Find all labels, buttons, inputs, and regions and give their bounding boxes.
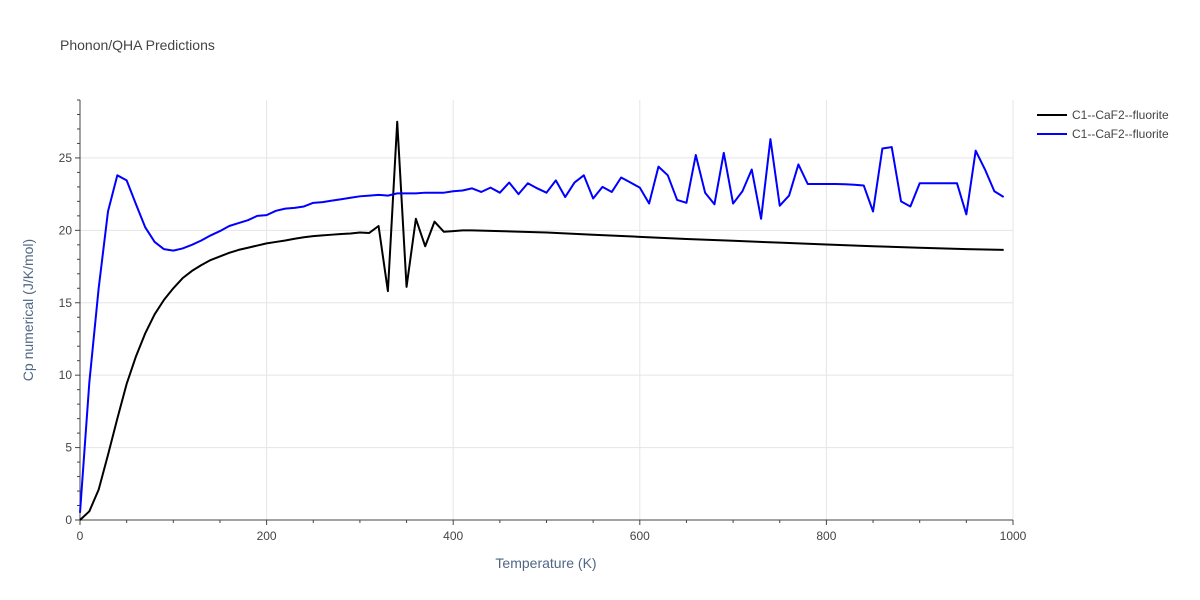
legend-label: C1--CaF2--fluorite xyxy=(1072,127,1169,141)
legend-label: C1--CaF2--fluorite xyxy=(1072,108,1169,122)
series-line-1[interactable] xyxy=(79,120,1004,521)
y-tick-label: 5 xyxy=(65,441,72,455)
x-tick-label: 400 xyxy=(443,529,463,543)
legend-item-2[interactable]: C1--CaF2--fluorite xyxy=(1037,127,1169,141)
chart-title: Phonon/QHA Predictions xyxy=(60,37,215,53)
y-axis-title: Cp numerical (J/K/mol) xyxy=(20,239,36,381)
x-axis-title: Temperature (K) xyxy=(495,555,596,571)
y-tick-label: 15 xyxy=(59,296,73,310)
legend-item-1[interactable]: C1--CaF2--fluorite xyxy=(1037,108,1169,122)
legend[interactable]: C1--CaF2--fluorite C1--CaF2--fluorite xyxy=(1037,108,1169,141)
y-tick-label: 25 xyxy=(59,151,73,165)
x-tick-label: 1000 xyxy=(1000,529,1027,543)
y-tick-label: 10 xyxy=(59,368,73,382)
x-tick-label: 0 xyxy=(77,529,84,543)
grid-layer xyxy=(80,100,1014,520)
series-line-2[interactable] xyxy=(79,138,1005,513)
series-layer xyxy=(79,120,1005,521)
x-tick-label: 600 xyxy=(630,529,650,543)
x-tick-label: 200 xyxy=(257,529,277,543)
x-tick-label: 800 xyxy=(816,529,836,543)
axis-layer: 0 200 400 600 800 1000 0 5 10 15 20 25 xyxy=(59,99,1027,543)
y-tick-label: 20 xyxy=(59,223,73,237)
y-tick-label: 0 xyxy=(65,513,72,527)
